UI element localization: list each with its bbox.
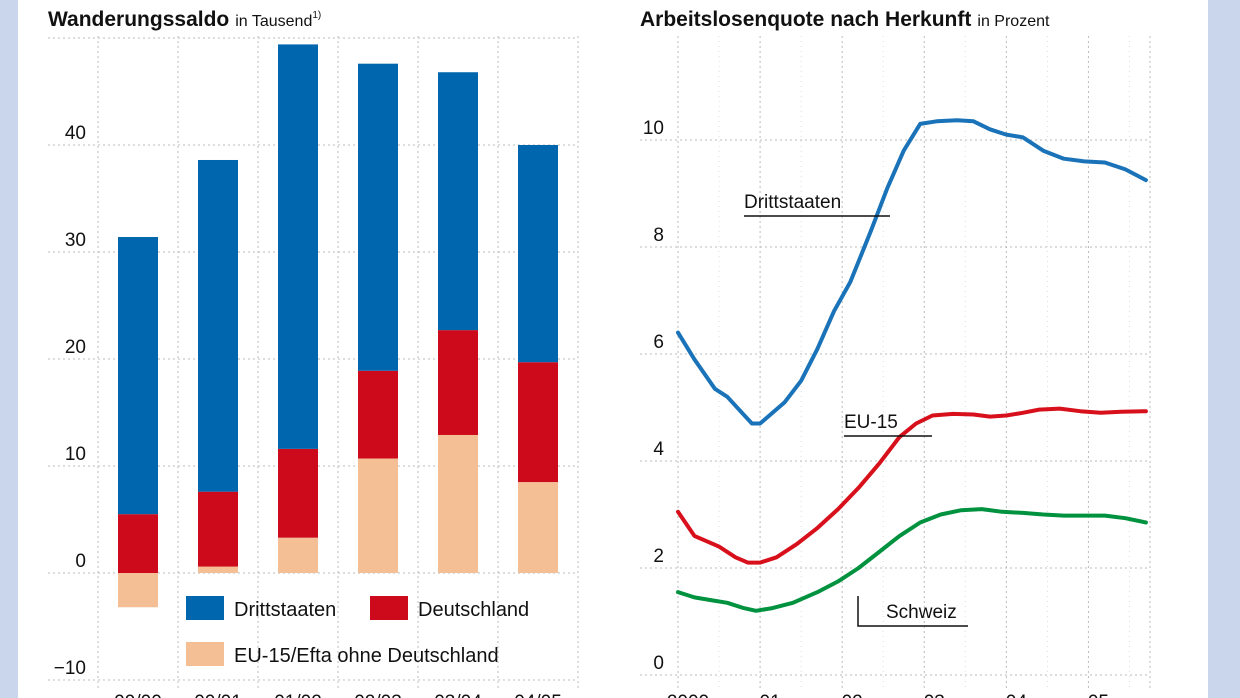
left-ytick-label: 20	[65, 337, 86, 358]
left-ytick-label: 30	[65, 230, 86, 251]
bar-segment	[198, 159, 238, 492]
label-eu15: EU-15	[844, 412, 898, 433]
line-series-drittstaaten	[676, 118, 1148, 426]
right-ytick-label: 2	[653, 546, 664, 567]
leader-schweiz	[857, 596, 968, 627]
legend-label-drittstaaten: Drittstaaten	[234, 599, 336, 621]
bar-segment	[358, 370, 398, 459]
line-series-schweiz	[676, 507, 1148, 613]
left-chart-title: Wanderungssaldo in Tausend1)	[48, 8, 321, 31]
right-xtick-label: 01	[760, 692, 781, 698]
legend-label-deutschland: Deutschland	[418, 599, 529, 621]
right-xtick-label: 2000	[667, 692, 709, 698]
right-ytick-label: 6	[653, 332, 664, 353]
left-xtick-label: 00/01	[194, 692, 242, 698]
right-ytick-label: 8	[653, 225, 664, 246]
bar-segment	[438, 330, 478, 435]
bar-segment	[118, 514, 158, 573]
right-ytick-label: 0	[653, 653, 664, 674]
charts-svg: Wanderungssaldo in Tausend1) Arbeitslosen…	[48, 8, 1151, 698]
left-chart: −10 0 10 20 30 40 99/00 00/01 01/02 02/03 03/04 04/…	[48, 36, 579, 698]
legend-swatch-drittstaaten	[186, 596, 224, 620]
bar-segment	[278, 44, 318, 449]
bar-segment	[118, 573, 158, 608]
left-xtick-label: 99/00	[114, 692, 162, 698]
line-series-eu-15	[676, 406, 1148, 565]
left-xtick-label: 01/02	[274, 692, 322, 698]
bar-segment	[438, 72, 478, 331]
left-title-main: Wanderungssaldo	[48, 8, 229, 31]
legend-swatch-eu15-efta	[186, 642, 224, 666]
series-labels: Drittstaaten EU-15 Schweiz	[744, 192, 968, 627]
left-legend: Drittstaaten Deutschland EU-15/Efta ohne…	[186, 596, 529, 667]
right-chart-title: Arbeitslosenquote nach Herkunft in Prozen…	[640, 8, 1050, 31]
legend-label-eu15-efta: EU-15/Efta ohne Deutschland	[234, 645, 499, 667]
right-xtick-label: 03	[924, 692, 945, 698]
left-ytick-label: −10	[54, 658, 86, 679]
right-chart: 024681020000102030405	[640, 36, 1151, 698]
bar-segment	[358, 63, 398, 371]
bar-segment	[518, 362, 558, 483]
bar-segment	[518, 145, 558, 363]
bar-segment	[118, 237, 158, 515]
right-ytick-label: 10	[643, 118, 664, 139]
left-title-unit: in Tausend	[235, 13, 312, 30]
left-ytick-label: 10	[65, 444, 86, 465]
right-xtick-label: 05	[1088, 692, 1109, 698]
bar-segment	[518, 482, 558, 573]
left-xtick-label: 02/03	[354, 692, 402, 698]
bar-segment	[438, 434, 478, 573]
bar-segment	[358, 458, 398, 573]
right-xtick-label: 02	[842, 692, 863, 698]
right-title-unit: in Prozent	[977, 13, 1050, 30]
bar-segment	[278, 448, 318, 538]
label-drittstaaten: Drittstaaten	[744, 192, 841, 213]
chart-panel: Wanderungssaldo in Tausend1) Arbeitslosen…	[18, 0, 1208, 698]
left-xtick-label: 04/05	[514, 692, 562, 698]
right-ytick-label: 4	[653, 439, 664, 460]
legend-swatch-deutschland	[370, 596, 408, 620]
right-title-main: Arbeitslosenquote nach Herkunft	[640, 8, 971, 31]
left-ytick-label: 0	[75, 551, 86, 572]
left-title-footnote: 1)	[312, 10, 321, 21]
bar-segment	[278, 537, 318, 573]
label-schweiz: Schweiz	[886, 602, 957, 623]
right-xtick-label: 04	[1006, 692, 1028, 698]
left-ytick-label: 40	[65, 123, 86, 144]
bar-segment	[198, 566, 238, 573]
left-xtick-label: 03/04	[434, 692, 482, 698]
bar-segment	[198, 491, 238, 567]
